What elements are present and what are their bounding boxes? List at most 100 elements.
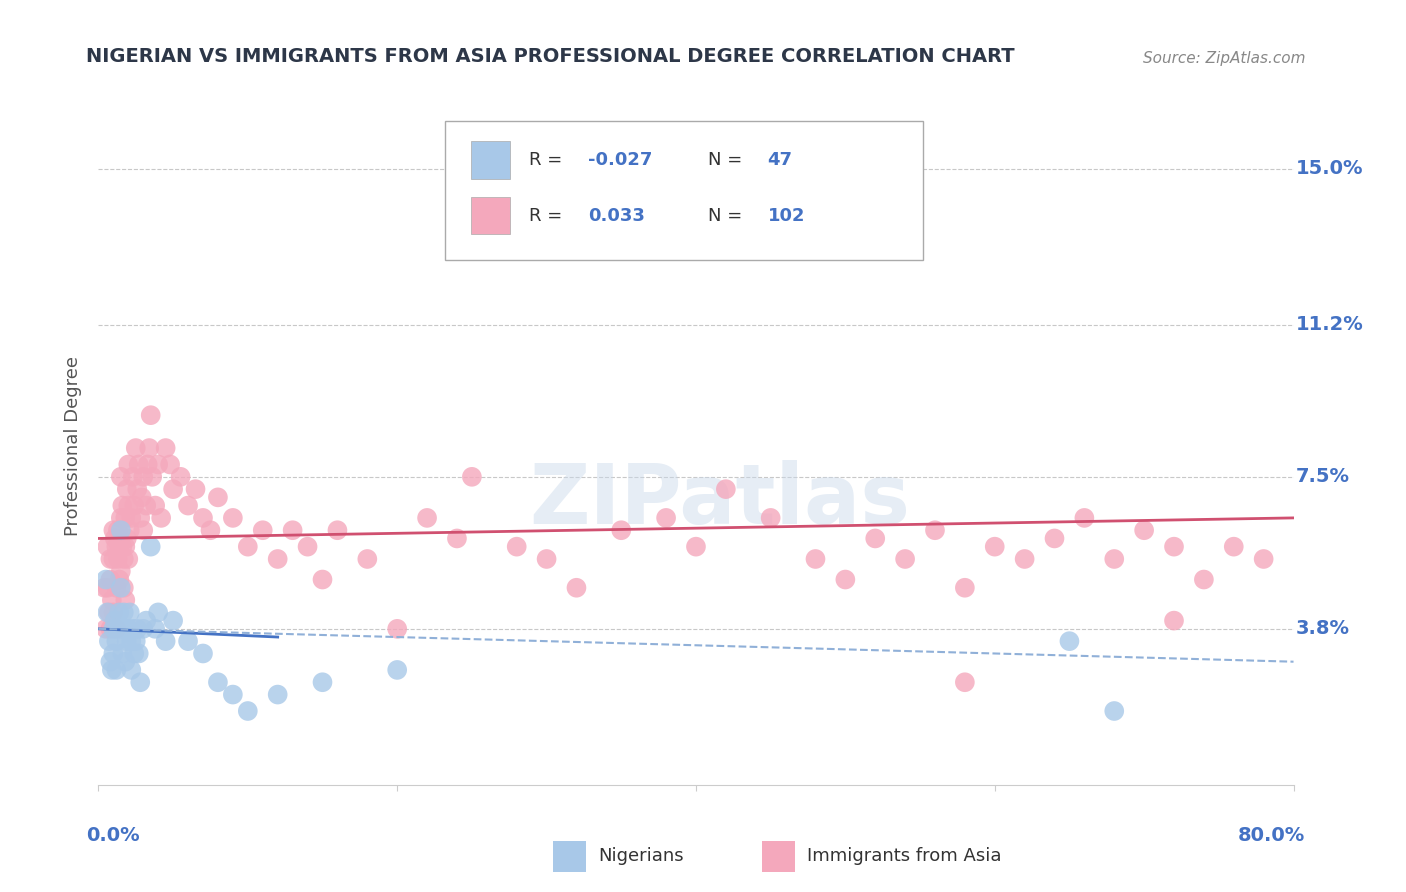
- Point: [105, 540, 128, 554]
- Point: [114, 655, 136, 669]
- Bar: [471, 141, 509, 178]
- Point: [184, 482, 207, 496]
- Text: Source: ZipAtlas.com: Source: ZipAtlas.com: [1143, 52, 1306, 66]
- Point: [115, 532, 138, 546]
- Y-axis label: Professional Degree: Professional Degree: [65, 356, 83, 536]
- Point: [236, 540, 259, 554]
- Point: [103, 606, 125, 620]
- Point: [98, 573, 122, 587]
- Point: [98, 552, 122, 566]
- Text: 7.5%: 7.5%: [1296, 467, 1350, 486]
- Point: [121, 470, 143, 484]
- Point: [222, 511, 245, 525]
- Point: [984, 540, 1007, 554]
- Point: [924, 523, 946, 537]
- Point: [1073, 511, 1095, 525]
- Point: [125, 441, 148, 455]
- FancyBboxPatch shape: [446, 120, 922, 260]
- Point: [297, 540, 319, 554]
- Text: N =: N =: [709, 151, 748, 169]
- Point: [281, 523, 304, 537]
- Point: [118, 523, 141, 537]
- Point: [117, 622, 139, 636]
- Point: [132, 523, 155, 537]
- Point: [124, 647, 146, 661]
- Point: [1253, 552, 1275, 566]
- Point: [804, 552, 827, 566]
- Point: [97, 606, 120, 620]
- Point: [96, 606, 118, 620]
- Point: [114, 540, 136, 554]
- Point: [132, 470, 155, 484]
- Point: [177, 499, 200, 513]
- Point: [115, 634, 138, 648]
- Point: [177, 634, 200, 648]
- Point: [416, 511, 439, 525]
- Point: [155, 634, 177, 648]
- Point: [94, 573, 117, 587]
- Point: [162, 482, 184, 496]
- Point: [610, 523, 633, 537]
- Point: [120, 634, 142, 648]
- Point: [506, 540, 529, 554]
- Point: [120, 663, 142, 677]
- Point: [104, 614, 127, 628]
- Point: [115, 482, 138, 496]
- Text: ZIPatlas: ZIPatlas: [530, 459, 910, 541]
- Point: [136, 458, 159, 472]
- Text: 11.2%: 11.2%: [1296, 315, 1364, 334]
- Point: [148, 606, 170, 620]
- Point: [96, 581, 118, 595]
- Point: [714, 482, 737, 496]
- Point: [207, 675, 229, 690]
- Point: [759, 511, 782, 525]
- Text: 15.0%: 15.0%: [1296, 159, 1364, 178]
- Point: [461, 470, 484, 484]
- Point: [110, 511, 132, 525]
- Point: [385, 663, 409, 677]
- Point: [110, 523, 132, 537]
- Point: [118, 606, 141, 620]
- Point: [108, 573, 131, 587]
- Point: [110, 564, 132, 578]
- Point: [101, 663, 124, 677]
- Point: [111, 622, 134, 636]
- Point: [1059, 634, 1081, 648]
- Point: [105, 622, 128, 636]
- Point: [252, 523, 274, 537]
- Point: [326, 523, 349, 537]
- Point: [159, 458, 181, 472]
- Point: [135, 499, 157, 513]
- Point: [191, 647, 214, 661]
- Point: [200, 523, 222, 537]
- Point: [101, 593, 124, 607]
- Point: [834, 573, 856, 587]
- Point: [129, 511, 152, 525]
- Point: [127, 622, 149, 636]
- Text: 47: 47: [768, 151, 793, 169]
- Point: [139, 540, 162, 554]
- Point: [94, 622, 117, 636]
- Point: [139, 408, 162, 422]
- Point: [565, 581, 588, 595]
- Point: [1192, 573, 1215, 587]
- Point: [112, 552, 135, 566]
- Point: [236, 704, 259, 718]
- Point: [105, 663, 128, 677]
- Point: [536, 552, 558, 566]
- Point: [110, 470, 132, 484]
- Point: [311, 573, 333, 587]
- Point: [128, 647, 150, 661]
- Point: [1163, 540, 1185, 554]
- Point: [1133, 523, 1156, 537]
- Point: [98, 622, 122, 636]
- Point: [111, 499, 134, 513]
- Point: [385, 622, 409, 636]
- Point: [267, 552, 290, 566]
- Point: [1104, 704, 1126, 718]
- Point: [446, 532, 468, 546]
- Point: [111, 540, 134, 554]
- Point: [131, 491, 153, 505]
- Point: [114, 622, 136, 636]
- Point: [143, 622, 166, 636]
